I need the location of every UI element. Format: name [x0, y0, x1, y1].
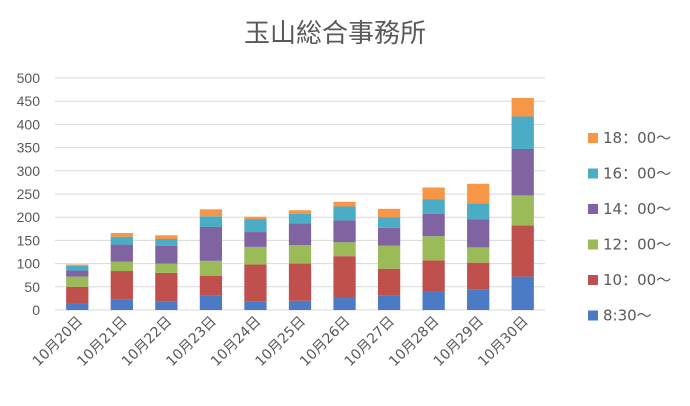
y-tick-label: 300: [17, 163, 41, 179]
y-tick-label: 100: [17, 256, 41, 272]
bar-segment: [199, 216, 223, 227]
bar-segment: [66, 264, 89, 266]
bar-segment: [155, 239, 178, 246]
y-tick-label: 400: [17, 116, 41, 132]
bar-segment: [155, 263, 178, 273]
bar-segment: [511, 225, 534, 277]
bar-segment: [422, 187, 445, 200]
bar-segment: [110, 232, 133, 237]
bar-segment: [110, 271, 133, 300]
bar-segment: [110, 236, 133, 245]
bar-segment: [511, 195, 534, 226]
bar-segment: [377, 245, 401, 269]
bar-segment: [288, 300, 312, 310]
bar-segment: [467, 247, 490, 263]
y-tick-label: 200: [17, 209, 41, 225]
legend-swatch: [588, 133, 598, 143]
legend-swatch: [588, 310, 598, 321]
bar-segment: [66, 303, 89, 310]
bar-segment: [155, 245, 178, 264]
bar-segment: [244, 219, 267, 233]
bar-segment: [467, 183, 490, 204]
bar-segment: [511, 276, 534, 310]
bar-segment: [333, 256, 356, 298]
legend-label: 16：00〜: [603, 165, 671, 183]
bar-segment: [333, 220, 356, 243]
bar-segment: [377, 295, 401, 310]
y-tick-label: 500: [17, 70, 41, 86]
bar-segment: [244, 216, 267, 220]
bar-segment: [288, 213, 312, 224]
bar-segment: [333, 206, 356, 221]
legend-swatch: [588, 168, 598, 179]
bar-segment: [422, 199, 445, 214]
bar-segment: [199, 209, 223, 217]
legend-swatch: [588, 204, 598, 214]
bar-segment: [511, 116, 534, 149]
bar-segment: [155, 235, 178, 240]
legend: 18：00〜 16：00〜 14：00〜 12：00〜 10：00〜 8:30〜: [588, 129, 671, 325]
bar-segment: [155, 301, 178, 310]
y-tick-label: 450: [17, 93, 41, 109]
bar-segment: [333, 201, 356, 207]
bars: [66, 97, 534, 310]
x-axis-ticks: 10月20日10月21日10月22日10月23日10月24日10月25日10月2…: [30, 314, 532, 370]
bar-segment: [199, 275, 223, 296]
bar-segment: [377, 217, 401, 228]
bar-segment: [422, 291, 445, 310]
bar-segment: [288, 263, 312, 301]
bar-segment: [377, 268, 401, 296]
bar-segment: [244, 301, 267, 310]
bar-segment: [66, 265, 89, 271]
bar-segment: [66, 286, 89, 304]
bar-segment: [244, 264, 267, 302]
y-tick-label: 50: [24, 279, 40, 295]
bar-segment: [333, 297, 356, 310]
legend-label: 18：00〜: [603, 129, 671, 147]
bar-segment: [467, 203, 490, 220]
bar-segment: [422, 213, 445, 237]
bar-segment: [244, 246, 267, 265]
bar-segment: [66, 276, 89, 287]
bar-segment: [422, 260, 445, 292]
y-axis-ticks: 0 50 100 150 200 250 300 350 400 450 500: [17, 70, 41, 318]
bar-segment: [110, 261, 133, 272]
bar-segment: [333, 242, 356, 257]
y-tick-label: 0: [32, 302, 40, 318]
y-tick-label: 150: [17, 232, 41, 248]
bar-segment: [66, 270, 89, 277]
legend-label: 8:30〜: [603, 307, 652, 325]
bar-segment: [377, 227, 401, 246]
bar-segment: [110, 299, 133, 310]
bar-segment: [288, 245, 312, 264]
bar-segment: [467, 262, 490, 290]
legend-label: 14：00〜: [603, 200, 671, 218]
bar-segment: [511, 97, 534, 117]
legend-swatch: [588, 239, 598, 250]
bar-segment: [199, 226, 223, 261]
bar-segment: [199, 260, 223, 276]
bar-segment: [511, 148, 534, 196]
y-tick-label: 350: [17, 140, 41, 156]
bar-segment: [110, 244, 133, 262]
bar-segment: [377, 208, 401, 218]
bar-segment: [422, 236, 445, 261]
bar-segment: [467, 219, 490, 248]
bar-segment: [467, 289, 490, 310]
y-tick-label: 250: [17, 186, 41, 202]
bar-segment: [288, 210, 312, 214]
chart-title: 玉山総合事務所: [244, 19, 426, 49]
bar-segment: [155, 272, 178, 302]
bar-segment: [244, 232, 267, 247]
bar-segment: [199, 295, 223, 310]
legend-label: 12：00〜: [603, 236, 671, 254]
legend-label: 10：00〜: [603, 271, 671, 289]
legend-swatch: [588, 275, 598, 285]
bar-segment: [288, 223, 312, 246]
